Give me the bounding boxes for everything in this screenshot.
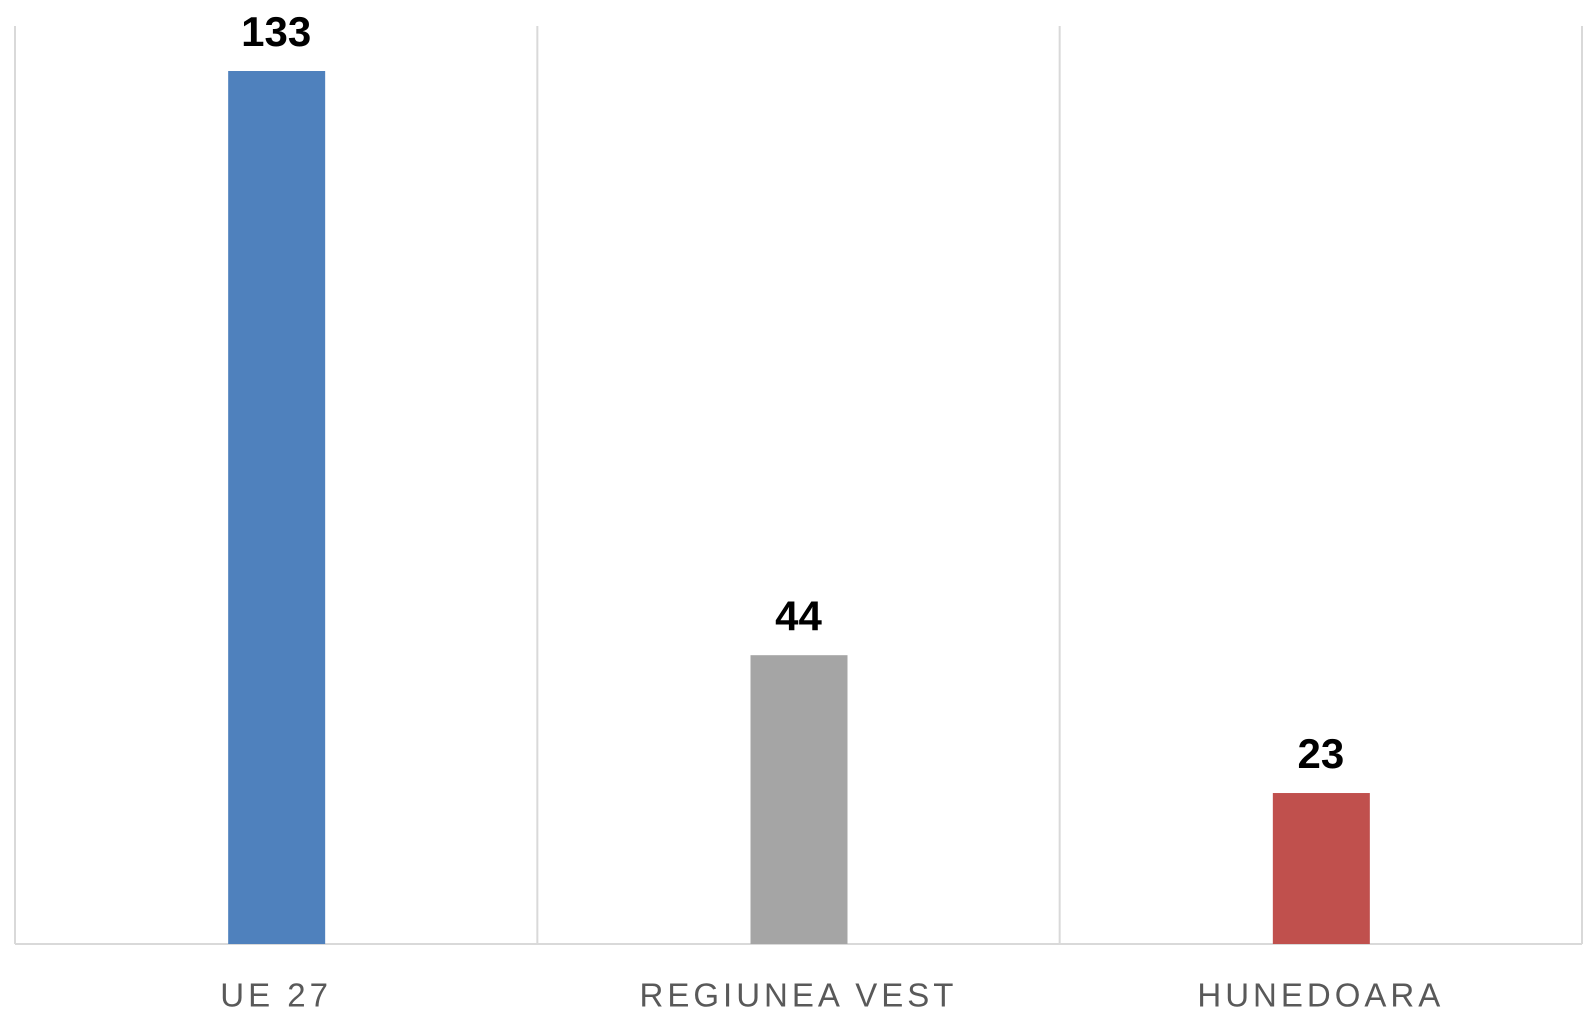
bar [1272, 793, 1370, 944]
x-tick-label: HUNEDOARA [1197, 977, 1444, 1014]
x-tick-label: REGIUNEA VEST [640, 977, 958, 1014]
value-label: 23 [1297, 730, 1344, 777]
value-label: 133 [241, 8, 311, 55]
value-label: 44 [775, 592, 822, 639]
bar [750, 655, 848, 944]
bar [228, 71, 326, 944]
x-tick-label: UE 27 [220, 977, 332, 1014]
